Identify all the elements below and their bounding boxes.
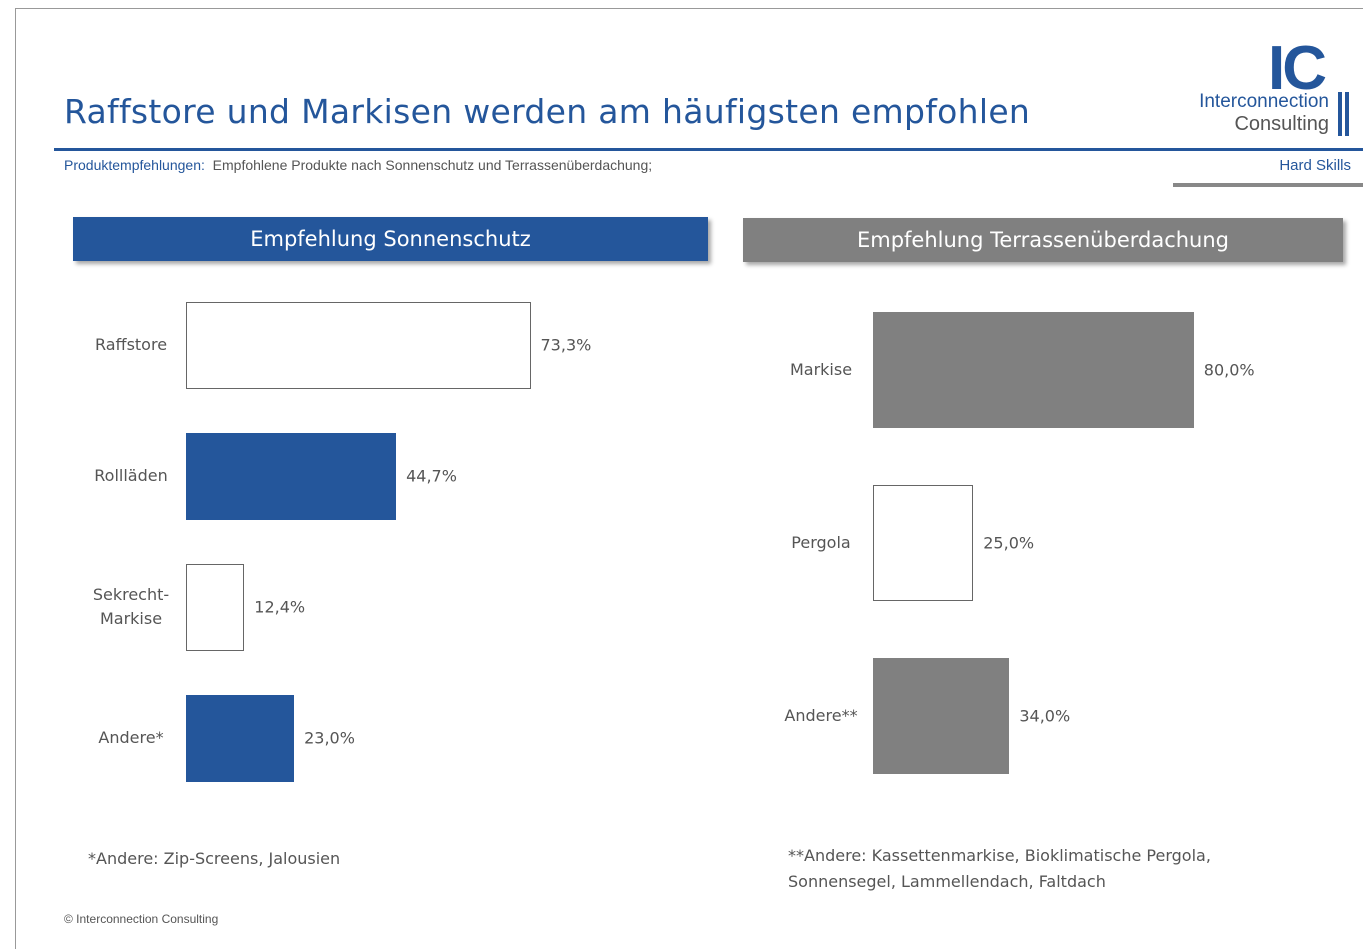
category-label: Sekrecht-Markise xyxy=(92,585,170,628)
category-label: Raffstore xyxy=(94,335,168,354)
bar xyxy=(186,694,295,782)
value-label: 80,0% xyxy=(1203,360,1255,380)
bar xyxy=(186,432,397,520)
subtitle: Produktempfehlungen: Empfohlene Produkte… xyxy=(64,157,652,173)
value-label: 23,0% xyxy=(304,728,355,748)
panel-title: Empfehlung Terrassenüberdachung xyxy=(743,218,1343,262)
title-rule xyxy=(54,148,1363,151)
logo-text: Consulting xyxy=(1234,113,1329,135)
bar xyxy=(186,563,245,651)
logo-mark: IC xyxy=(1268,34,1327,103)
logo-bar xyxy=(1338,92,1342,136)
bar xyxy=(873,658,1010,774)
panel-title: Empfehlung Sonnenschutz xyxy=(73,217,708,261)
category-label: Pergola xyxy=(791,533,851,552)
section-tag: Hard Skills xyxy=(1279,157,1351,174)
value-label: 34,0% xyxy=(1019,706,1071,726)
subtitle-label: Produktempfehlungen: xyxy=(64,157,205,173)
logo-text: Interconnection xyxy=(1199,91,1329,112)
category-label: Andere** xyxy=(784,706,858,725)
value-label: 44,7% xyxy=(406,466,457,486)
value-label: 12,4% xyxy=(254,597,306,617)
subtitle-text: Empfohlene Produkte nach Sonnenschutz un… xyxy=(212,157,653,173)
footnote: **Andere: Kassettenmarkise, Bioklimatisc… xyxy=(788,846,1211,891)
bar xyxy=(186,301,531,389)
logo-bar xyxy=(1345,92,1349,136)
bar xyxy=(873,312,1194,428)
value-label: 25,0% xyxy=(983,533,1035,553)
category-label: Markise xyxy=(789,360,853,379)
frame xyxy=(15,8,1363,949)
category-label: Andere* xyxy=(98,728,164,747)
footnote: *Andere: Zip-Screens, Jalousien xyxy=(88,849,341,868)
value-label: 73,3% xyxy=(540,335,592,355)
footer: © Interconnection Consulting xyxy=(64,912,219,926)
bar xyxy=(873,485,974,601)
slide-title: Raffstore und Markisen werden am häufigs… xyxy=(64,92,1031,131)
category-label: Rollläden xyxy=(94,466,168,485)
tag-rule xyxy=(1173,183,1363,187)
